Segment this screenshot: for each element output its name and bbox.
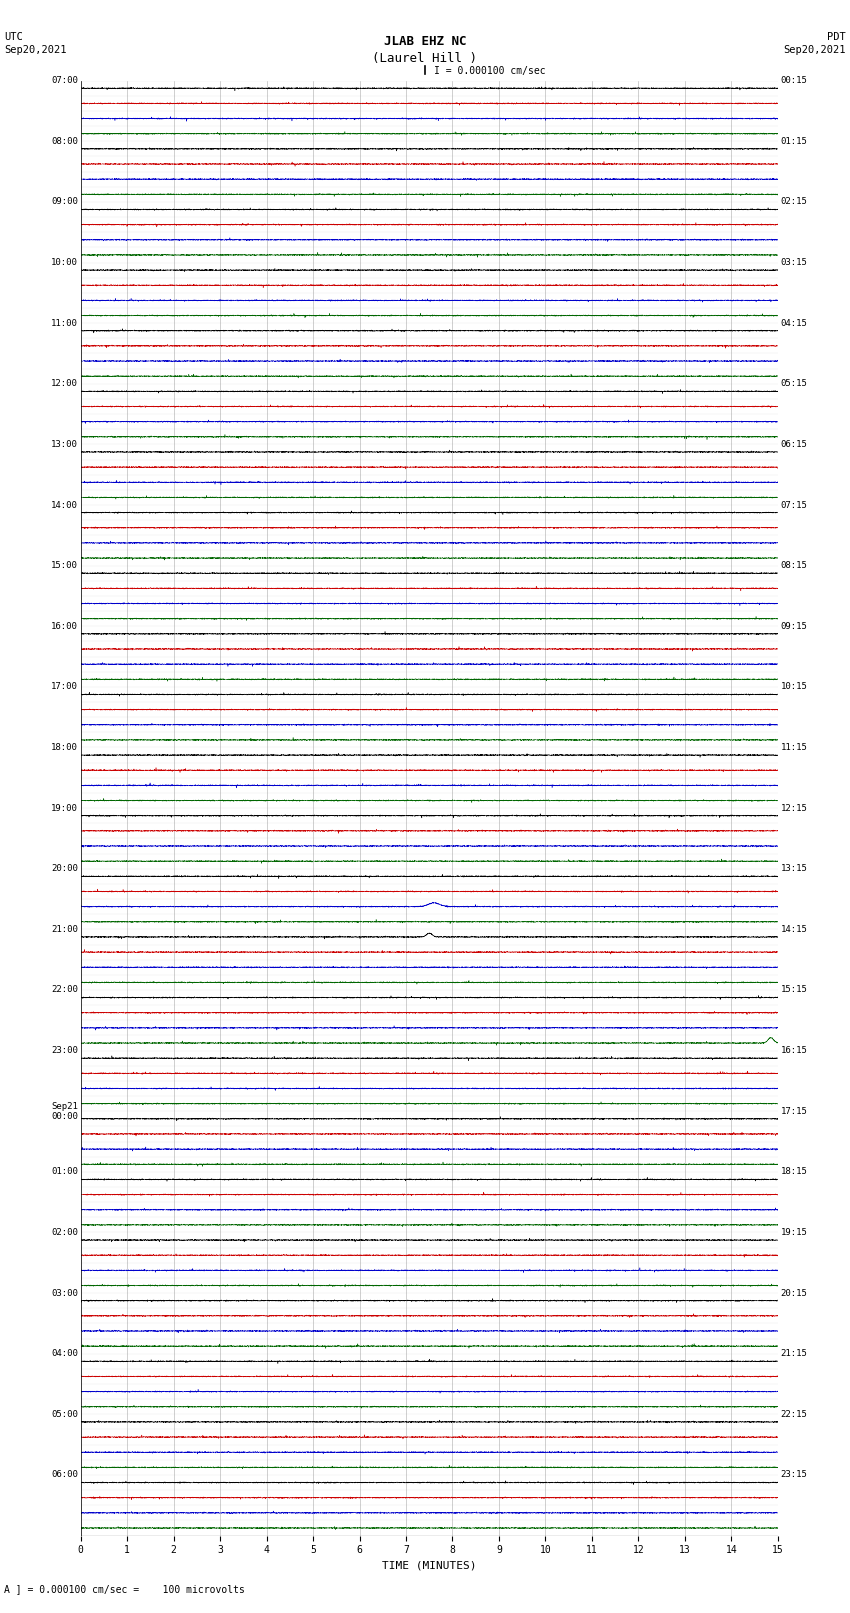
Text: 07:15: 07:15 xyxy=(780,500,808,510)
Text: 08:00: 08:00 xyxy=(51,137,78,145)
Text: 14:15: 14:15 xyxy=(780,924,808,934)
Text: 12:15: 12:15 xyxy=(780,803,808,813)
Text: Sep20,2021: Sep20,2021 xyxy=(4,45,67,55)
Text: 19:15: 19:15 xyxy=(780,1227,808,1237)
Text: 20:00: 20:00 xyxy=(51,865,78,873)
Text: 04:00: 04:00 xyxy=(51,1348,78,1358)
Text: (Laurel Hill ): (Laurel Hill ) xyxy=(372,52,478,65)
Text: 13:00: 13:00 xyxy=(51,440,78,448)
Text: 17:00: 17:00 xyxy=(51,682,78,692)
Text: 13:15: 13:15 xyxy=(780,865,808,873)
Text: 01:15: 01:15 xyxy=(780,137,808,145)
Text: 21:15: 21:15 xyxy=(780,1348,808,1358)
Text: 18:15: 18:15 xyxy=(780,1168,808,1176)
Text: 22:15: 22:15 xyxy=(780,1410,808,1419)
X-axis label: TIME (MINUTES): TIME (MINUTES) xyxy=(382,1561,477,1571)
Text: 19:00: 19:00 xyxy=(51,803,78,813)
Text: JLAB EHZ NC: JLAB EHZ NC xyxy=(383,35,467,48)
Text: 05:00: 05:00 xyxy=(51,1410,78,1419)
Text: I = 0.000100 cm/sec: I = 0.000100 cm/sec xyxy=(434,66,545,76)
Text: PDT: PDT xyxy=(827,32,846,42)
Text: 23:00: 23:00 xyxy=(51,1047,78,1055)
Text: Sep20,2021: Sep20,2021 xyxy=(783,45,846,55)
Text: 00:15: 00:15 xyxy=(780,76,808,85)
Text: 11:00: 11:00 xyxy=(51,319,78,327)
Text: 15:00: 15:00 xyxy=(51,561,78,569)
Text: 05:15: 05:15 xyxy=(780,379,808,389)
Text: UTC: UTC xyxy=(4,32,23,42)
Text: 09:00: 09:00 xyxy=(51,197,78,206)
Text: Sep21
00:00: Sep21 00:00 xyxy=(51,1102,78,1121)
Text: 12:00: 12:00 xyxy=(51,379,78,389)
Text: 09:15: 09:15 xyxy=(780,621,808,631)
Text: 01:00: 01:00 xyxy=(51,1168,78,1176)
Text: 23:15: 23:15 xyxy=(780,1471,808,1479)
Text: 17:15: 17:15 xyxy=(780,1107,808,1116)
Text: 14:00: 14:00 xyxy=(51,500,78,510)
Text: 21:00: 21:00 xyxy=(51,924,78,934)
Text: 22:00: 22:00 xyxy=(51,986,78,995)
Text: 16:00: 16:00 xyxy=(51,621,78,631)
Text: 06:15: 06:15 xyxy=(780,440,808,448)
Text: 16:15: 16:15 xyxy=(780,1047,808,1055)
Text: 06:00: 06:00 xyxy=(51,1471,78,1479)
Text: 15:15: 15:15 xyxy=(780,986,808,995)
Text: 02:15: 02:15 xyxy=(780,197,808,206)
Text: 10:00: 10:00 xyxy=(51,258,78,268)
Text: 08:15: 08:15 xyxy=(780,561,808,569)
Text: 04:15: 04:15 xyxy=(780,319,808,327)
Text: 02:00: 02:00 xyxy=(51,1227,78,1237)
Text: 11:15: 11:15 xyxy=(780,744,808,752)
Text: 18:00: 18:00 xyxy=(51,744,78,752)
Text: A ] = 0.000100 cm/sec =    100 microvolts: A ] = 0.000100 cm/sec = 100 microvolts xyxy=(4,1584,245,1594)
Text: 03:00: 03:00 xyxy=(51,1289,78,1297)
Text: 07:00: 07:00 xyxy=(51,76,78,85)
Text: 10:15: 10:15 xyxy=(780,682,808,692)
Text: 03:15: 03:15 xyxy=(780,258,808,268)
Text: 20:15: 20:15 xyxy=(780,1289,808,1297)
